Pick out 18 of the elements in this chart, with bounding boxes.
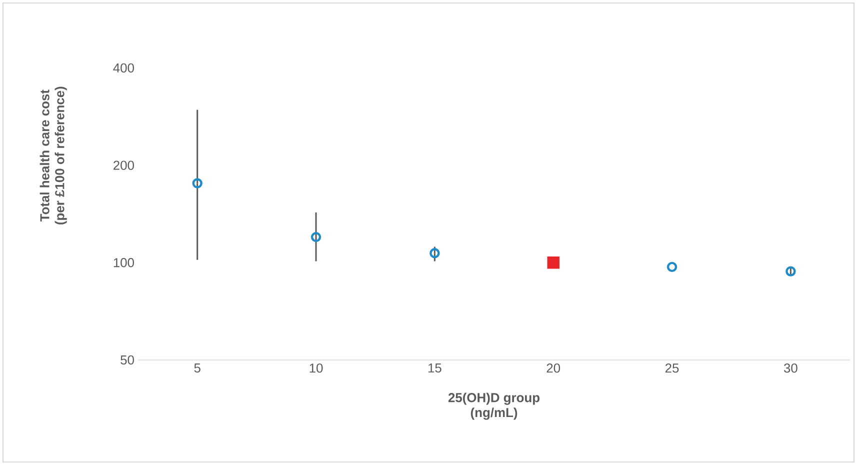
y-tick-label: 400 bbox=[113, 63, 134, 73]
y-tick-label: 100 bbox=[114, 258, 134, 268]
x-tick-label: 15 bbox=[428, 364, 442, 373]
y-tick-label: 50 bbox=[120, 355, 134, 365]
x-tick-label: 30 bbox=[784, 363, 798, 373]
point bbox=[310, 232, 322, 242]
y-tick-label: 200 bbox=[114, 160, 134, 170]
y-axis-title: Total health care cost (per £100 of reference) bbox=[40, 86, 67, 224]
x-axis-title: 25(OH)D group (ng/mL) bbox=[448, 392, 540, 420]
x-tick-label: 10 bbox=[310, 363, 323, 373]
x-tick-label: 20 bbox=[546, 363, 560, 373]
x-tick-label: 25 bbox=[665, 363, 679, 373]
point bbox=[786, 266, 796, 276]
point bbox=[430, 248, 440, 258]
point bbox=[666, 262, 678, 272]
point bbox=[547, 256, 560, 269]
point bbox=[192, 178, 202, 188]
x-tick-label: 5 bbox=[194, 364, 200, 373]
